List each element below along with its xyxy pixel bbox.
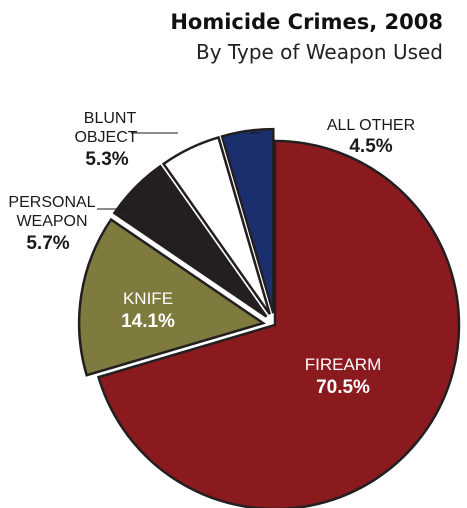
- chart-title-block: Homicide Crimes, 2008 By Type of Weapon …: [170, 8, 443, 66]
- slice-label-personal-weapon-line2: WEAPON: [16, 213, 87, 230]
- pie-slice-firearm: [96, 139, 461, 508]
- pie-slices: [77, 127, 461, 508]
- slice-value-blunt-object: 5.3%: [85, 149, 128, 170]
- slice-value-personal-weapon: 5.7%: [26, 233, 69, 254]
- slice-label-blunt-object-line2: OBJECT: [74, 129, 137, 146]
- slice-label-knife: KNIFE: [123, 289, 173, 308]
- pie-slice-personal-weapon: [112, 164, 268, 318]
- slice-value-knife: 14.1%: [121, 311, 175, 332]
- slice-label-personal-weapon-line1: PERSONAL: [8, 194, 95, 211]
- chart-title: Homicide Crimes, 2008: [170, 10, 443, 34]
- slice-label-all-other: ALL OTHER: [327, 117, 415, 134]
- slice-label-blunt-object-line1: BLUNT: [84, 110, 137, 127]
- chart-subtitle: By Type of Weapon Used: [195, 40, 443, 64]
- leader-lines: [97, 132, 262, 210]
- pie-slice-knife: [77, 217, 267, 377]
- pie-slice-all-other: [220, 127, 275, 314]
- slice-value-firearm: 70.5%: [316, 377, 370, 398]
- slice-value-all-other: 4.5%: [349, 136, 392, 157]
- pie-slice-blunt-object: [161, 135, 271, 315]
- slice-label-firearm: FIREARM: [305, 355, 382, 374]
